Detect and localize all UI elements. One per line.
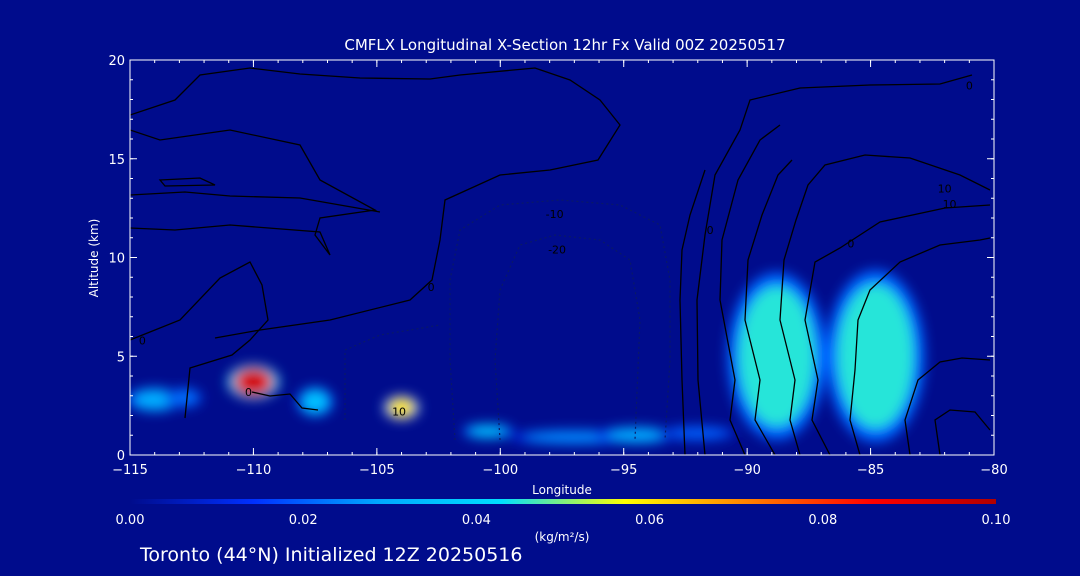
contour-dashed	[449, 199, 671, 441]
flux-cell	[301, 389, 330, 414]
x-tick-label: −85	[857, 463, 884, 478]
flux-cell	[467, 425, 508, 438]
contour-lines	[130, 67, 991, 455]
colorbar-tick-label: 0.00	[116, 513, 145, 528]
flux-cell	[667, 427, 728, 440]
y-tick-label: 5	[117, 350, 125, 365]
chart-title: CMFLX Longitudinal X-Section 12hr Fx Val…	[344, 36, 785, 54]
y-tick-label: 10	[108, 252, 125, 267]
contour-solid	[251, 391, 319, 411]
contour-solid	[804, 204, 991, 455]
contour-solid	[158, 177, 216, 187]
contour-label: -20	[548, 244, 566, 257]
contour-solid	[934, 409, 991, 455]
colorbar-tick-label: 0.06	[635, 513, 664, 528]
x-tick-label: −80	[980, 463, 1007, 478]
plot-frame	[129, 59, 995, 456]
contour-label: 0	[847, 238, 854, 251]
contour-label: 10	[938, 182, 952, 195]
contour-labels: 0 10 0 0 -10 -20 10 10 0 0 0	[139, 80, 973, 419]
x-tick-label: −90	[733, 463, 760, 478]
y-tick-label: 15	[108, 153, 125, 168]
contour-solid	[744, 159, 793, 455]
contour-solid	[849, 237, 991, 455]
plot-area: 0 10 0 0 -10 -20 10 10 0 0 0	[130, 67, 991, 455]
x-tick-label: −100	[482, 463, 518, 478]
contour-solid	[130, 191, 381, 213]
contour-label: 0	[707, 224, 714, 237]
flux-cell	[170, 389, 199, 406]
flux-cell	[738, 286, 815, 427]
colorbar-gradient	[130, 499, 996, 504]
contour-solid	[679, 169, 706, 455]
contour-solid	[779, 154, 991, 455]
flux-cell	[387, 397, 416, 418]
contour-dashed	[344, 324, 441, 420]
footer-caption: Toronto (44°N) Initialized 12Z 20250516	[139, 544, 523, 566]
colorbar-tick-label: 0.04	[462, 513, 491, 528]
contour-solid	[904, 357, 991, 455]
y-axis-label: Altitude (km)	[87, 219, 101, 298]
y-tick-label: 0	[117, 449, 125, 464]
contour-solid	[719, 124, 781, 455]
colorbar-label: (kg/m²/s)	[535, 530, 590, 544]
contour-label: 0	[139, 334, 146, 347]
flux-field	[130, 269, 925, 445]
colorbar-tick-label: 0.02	[289, 513, 318, 528]
contour-solid	[130, 261, 269, 419]
contour-solid	[130, 67, 621, 339]
flux-cell-core	[245, 376, 262, 388]
contour-solid	[130, 129, 378, 256]
contour-label: 0	[428, 281, 435, 294]
flux-cell	[837, 284, 914, 429]
x-tick-label: −105	[359, 463, 395, 478]
x-tick-label: −95	[610, 463, 637, 478]
flux-cell	[132, 389, 177, 410]
colorbar-tick-label: 0.10	[982, 513, 1011, 528]
y-tick-label: 20	[108, 54, 125, 69]
contour-dashed	[494, 234, 641, 441]
contour-label: 10	[392, 406, 406, 419]
x-tick-label: −110	[236, 463, 272, 478]
contour-label: 0	[966, 80, 973, 93]
flux-cell	[606, 428, 667, 443]
contour-solid	[696, 74, 973, 455]
x-axis-label: Longitude	[532, 483, 592, 497]
x-tick-label: −115	[112, 463, 148, 478]
contour-label: 10	[943, 198, 957, 211]
contour-label: 0	[245, 386, 252, 399]
contour-label: -10	[546, 208, 564, 221]
colorbar-tick-label: 0.08	[808, 513, 837, 528]
contour-lines-dashed	[344, 199, 671, 441]
colorbar: 0.00 0.02 0.04 0.06 0.08 0.10 (kg/m²/s)	[116, 499, 1011, 544]
